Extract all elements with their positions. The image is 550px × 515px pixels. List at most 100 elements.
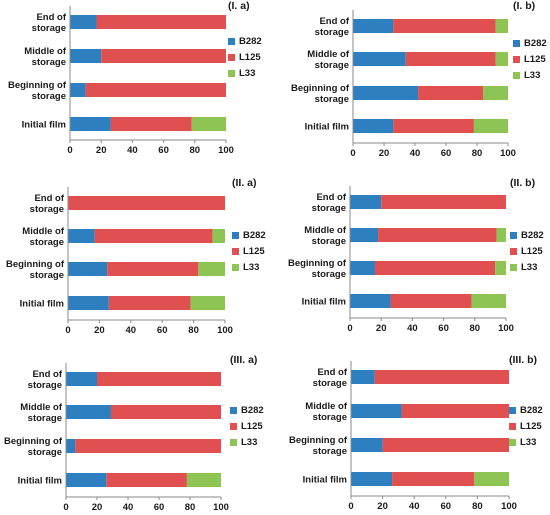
bar-segment-l125 — [110, 117, 192, 131]
chart-panel-5: (III. a) Initial film Beginning of storage M… — [4, 354, 264, 513]
chart-panel-4: (II. b) Initial film Beginning of storage Mi… — [288, 177, 544, 334]
bar-segment-l33 — [473, 119, 508, 133]
bar-segment-b282 — [353, 119, 394, 133]
x-tick-label: 80 — [472, 148, 483, 159]
category-label: Middle of storage — [305, 401, 348, 423]
x-tick-label: 0 — [63, 502, 68, 513]
category-label: Beginning of storage — [288, 258, 347, 280]
bar-segment-b282 — [70, 15, 97, 29]
bar-segment-l33 — [495, 261, 506, 275]
x-tick-label: 40 — [407, 323, 418, 334]
x-tick-label: 0 — [347, 323, 352, 334]
bar-segment-b282 — [350, 294, 391, 308]
legend-label: L125 — [239, 52, 261, 63]
category-label: Initial film — [22, 120, 66, 131]
bar-segment-l125 — [381, 195, 506, 209]
category-label: End of storage — [315, 16, 350, 38]
x-tick-label: 0 — [348, 501, 353, 512]
legend-swatch — [509, 439, 516, 446]
x-tick-label: 80 — [185, 502, 196, 513]
legend-label: L125 — [524, 54, 546, 65]
legend-label: L33 — [241, 437, 257, 448]
legend-swatch — [513, 72, 520, 79]
bar-segment-l125 — [97, 372, 221, 386]
legend-swatch — [509, 407, 516, 414]
legend-label: L33 — [521, 262, 537, 273]
x-tick-label: 100 — [217, 325, 233, 336]
x-tick-label: 60 — [441, 501, 452, 512]
bar-segment-l125 — [393, 19, 496, 33]
bar-segment-l125 — [101, 49, 226, 63]
chart-panel-2: (I. b) Initial film Beginning of storage Mid… — [291, 0, 547, 159]
legend-swatch — [232, 248, 239, 255]
legend-swatch — [230, 423, 237, 430]
chart-panel-1: (I. a) Initial film Beginning of storage Mid… — [8, 0, 262, 156]
bar-segment-b282 — [351, 404, 402, 418]
legend-swatch — [510, 264, 517, 271]
bar-segment-l33 — [186, 473, 221, 487]
category-label: Middle of storage — [304, 225, 347, 247]
bar-segment-l125 — [378, 228, 497, 242]
category-label: Middle of storage — [307, 49, 350, 71]
legend-swatch — [510, 232, 517, 239]
x-tick-label: 20 — [379, 148, 390, 159]
x-tick-label: 0 — [350, 148, 355, 159]
bar-segment-b282 — [351, 472, 393, 486]
category-label: Beginning of storage — [6, 259, 65, 281]
bar-segment-l33 — [471, 294, 506, 308]
legend: B282 L125 L33 — [230, 405, 264, 448]
panel-title: (I. b) — [513, 0, 535, 12]
category-label: Initial film — [305, 122, 349, 133]
legend-label: B282 — [239, 36, 262, 47]
x-tick-label: 60 — [158, 145, 169, 156]
legend-label: B282 — [524, 38, 547, 49]
x-tick-label: 20 — [376, 323, 387, 334]
x-tick-label: 80 — [470, 323, 481, 334]
category-label: Initial film — [20, 299, 64, 310]
bar-segment-l33 — [495, 19, 508, 33]
legend-swatch — [232, 264, 239, 271]
legend-label: B282 — [521, 230, 544, 241]
category-label: End of storage — [28, 369, 63, 391]
bar-segment-l125 — [390, 294, 472, 308]
x-tick-label: 100 — [213, 502, 229, 513]
legend-swatch — [513, 56, 520, 63]
x-tick-label: 40 — [126, 325, 137, 336]
legend-swatch — [232, 232, 239, 239]
bar-segment-b282 — [70, 83, 86, 97]
panel-title: (III. a) — [230, 354, 257, 366]
legend-label: L125 — [520, 421, 542, 432]
legend-label: L33 — [243, 262, 259, 273]
x-tick-label: 0 — [67, 145, 72, 156]
x-tick-label: 80 — [472, 501, 483, 512]
x-tick-label: 40 — [127, 145, 138, 156]
x-tick-label: 40 — [123, 502, 134, 513]
x-tick-label: 100 — [500, 148, 516, 159]
panel-title: (II. a) — [232, 177, 257, 189]
bar-segment-b282 — [350, 261, 375, 275]
category-label: Beginning of storage — [4, 436, 63, 458]
chart-panel-3: (II. a) Initial film Beginning of storage Mi… — [6, 177, 266, 336]
legend: B282 L125 L33 — [232, 230, 266, 273]
bar-segment-l33 — [191, 117, 226, 131]
legend-swatch — [228, 70, 235, 77]
bar-segment-l33 — [495, 52, 508, 66]
bar-segment-l125 — [108, 296, 191, 310]
legend-label: L125 — [243, 246, 265, 257]
chart-panel-6: (III. b) Initial film Beginning of storage M… — [289, 354, 543, 512]
legend-label: L33 — [239, 68, 255, 79]
bar-segment-l125 — [374, 370, 509, 384]
bar-segment-b282 — [68, 229, 95, 243]
bar-segment-l125 — [110, 405, 221, 419]
bar-segment-l125 — [68, 196, 225, 210]
bar-segment-l125 — [107, 262, 199, 276]
bar-segment-l33 — [190, 296, 225, 310]
legend-label: B282 — [243, 230, 266, 241]
bar-segment-l125 — [418, 86, 484, 100]
bar-segment-b282 — [351, 370, 375, 384]
x-tick-label: 40 — [409, 501, 420, 512]
legend: B282 L125 L33 — [510, 230, 544, 273]
legend-swatch — [228, 54, 235, 61]
category-label: Initial film — [18, 476, 62, 487]
